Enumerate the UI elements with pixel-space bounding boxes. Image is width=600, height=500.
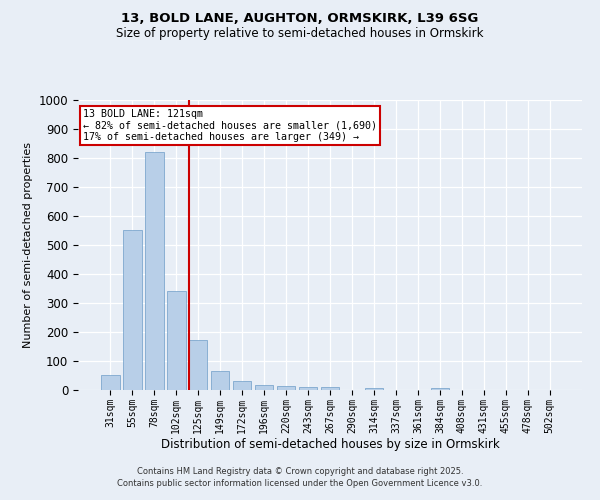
Text: 13, BOLD LANE, AUGHTON, ORMSKIRK, L39 6SG: 13, BOLD LANE, AUGHTON, ORMSKIRK, L39 6S… <box>121 12 479 26</box>
Bar <box>255 385 274 390</box>
Text: Contains HM Land Registry data © Crown copyright and database right 2025.
Contai: Contains HM Land Registry data © Crown c… <box>118 466 482 487</box>
Bar <box>167 290 185 390</box>
Bar <box>123 230 142 390</box>
Text: 13 BOLD LANE: 121sqm
← 82% of semi-detached houses are smaller (1,690)
17% of se: 13 BOLD LANE: 121sqm ← 82% of semi-detac… <box>83 108 377 142</box>
Bar <box>211 371 229 390</box>
Bar <box>189 340 208 390</box>
Bar <box>277 386 295 390</box>
Y-axis label: Number of semi-detached properties: Number of semi-detached properties <box>23 142 33 348</box>
Bar <box>299 387 317 390</box>
Bar <box>431 388 449 390</box>
Bar <box>145 152 164 390</box>
Bar <box>320 387 340 390</box>
Bar <box>365 388 383 390</box>
Bar <box>233 382 251 390</box>
Text: Size of property relative to semi-detached houses in Ormskirk: Size of property relative to semi-detach… <box>116 28 484 40</box>
Bar <box>101 375 119 390</box>
X-axis label: Distribution of semi-detached houses by size in Ormskirk: Distribution of semi-detached houses by … <box>161 438 499 452</box>
